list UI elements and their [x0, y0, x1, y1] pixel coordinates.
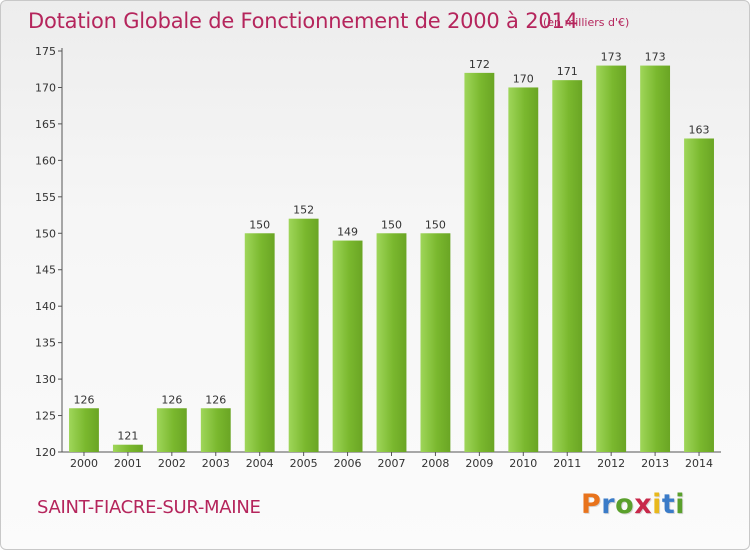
data-label: 126 — [73, 393, 94, 406]
x-tick-label: 2001 — [114, 457, 142, 470]
x-tick-label: 2004 — [246, 457, 274, 470]
bar — [244, 233, 275, 452]
data-label: 173 — [645, 51, 666, 64]
city-name: SAINT-FIACRE-SUR-MAINE — [37, 497, 261, 518]
logo-letter: t — [661, 489, 676, 520]
bar — [332, 240, 363, 452]
y-tick-label: 165 — [35, 118, 56, 131]
x-tick-label: 2014 — [685, 457, 713, 470]
data-label: 171 — [557, 65, 578, 78]
x-tick-label: 2011 — [553, 457, 581, 470]
logo-letter: r — [601, 489, 616, 520]
bar — [69, 408, 99, 452]
x-tick-label: 2003 — [202, 457, 230, 470]
y-tick-label: 175 — [35, 45, 56, 58]
bar — [420, 233, 451, 452]
data-label: 173 — [601, 51, 622, 64]
logo-letter: o — [615, 489, 635, 520]
bar — [684, 138, 714, 452]
data-label: 172 — [469, 58, 490, 71]
data-label: 150 — [249, 218, 270, 231]
x-tick-label: 2006 — [334, 457, 362, 470]
data-label: 163 — [689, 123, 710, 136]
y-tick-label: 155 — [35, 191, 56, 204]
y-tick-label: 160 — [35, 154, 56, 167]
data-label: 126 — [161, 393, 182, 406]
y-tick-label: 130 — [35, 373, 56, 386]
logo-letter: i — [675, 489, 686, 520]
data-label: 126 — [205, 393, 226, 406]
y-tick-label: 140 — [35, 300, 56, 313]
x-tick-label: 2010 — [509, 457, 537, 470]
x-tick-label: 2000 — [70, 457, 98, 470]
x-tick-label: 2008 — [421, 457, 449, 470]
data-label: 150 — [425, 218, 446, 231]
y-tick-label: 120 — [35, 446, 56, 459]
bar — [508, 87, 539, 453]
bar — [640, 65, 671, 452]
proxiti-logo[interactable]: Proxiti — [581, 489, 685, 520]
data-label: 149 — [337, 226, 358, 239]
bar — [112, 444, 143, 452]
bar — [156, 408, 187, 452]
y-tick-label: 135 — [35, 337, 56, 350]
bar — [464, 72, 495, 452]
chart-subtitle: (en milliers d'€) — [543, 16, 630, 29]
data-label: 152 — [293, 204, 314, 217]
bar — [288, 218, 319, 452]
logo-letter: x — [634, 489, 653, 520]
x-tick-label: 2007 — [378, 457, 406, 470]
bar — [200, 408, 231, 452]
y-tick-label: 150 — [35, 227, 56, 240]
logo-letter: i — [652, 489, 662, 520]
x-tick-label: 2012 — [597, 457, 625, 470]
x-tick-label: 2002 — [158, 457, 186, 470]
y-tick-label: 145 — [35, 264, 56, 277]
data-label: 121 — [117, 430, 138, 443]
bar — [596, 65, 627, 452]
bar — [552, 80, 583, 452]
chart-title: Dotation Globale de Fonctionnement de 20… — [28, 9, 578, 33]
bar — [376, 233, 407, 452]
data-label: 170 — [513, 72, 534, 85]
x-tick-label: 2013 — [641, 457, 669, 470]
logo-letter: P — [581, 489, 602, 520]
data-label: 150 — [381, 218, 402, 231]
y-tick-label: 125 — [35, 410, 56, 423]
x-tick-label: 2005 — [290, 457, 318, 470]
y-tick-label: 170 — [35, 81, 56, 94]
x-tick-label: 2009 — [465, 457, 493, 470]
